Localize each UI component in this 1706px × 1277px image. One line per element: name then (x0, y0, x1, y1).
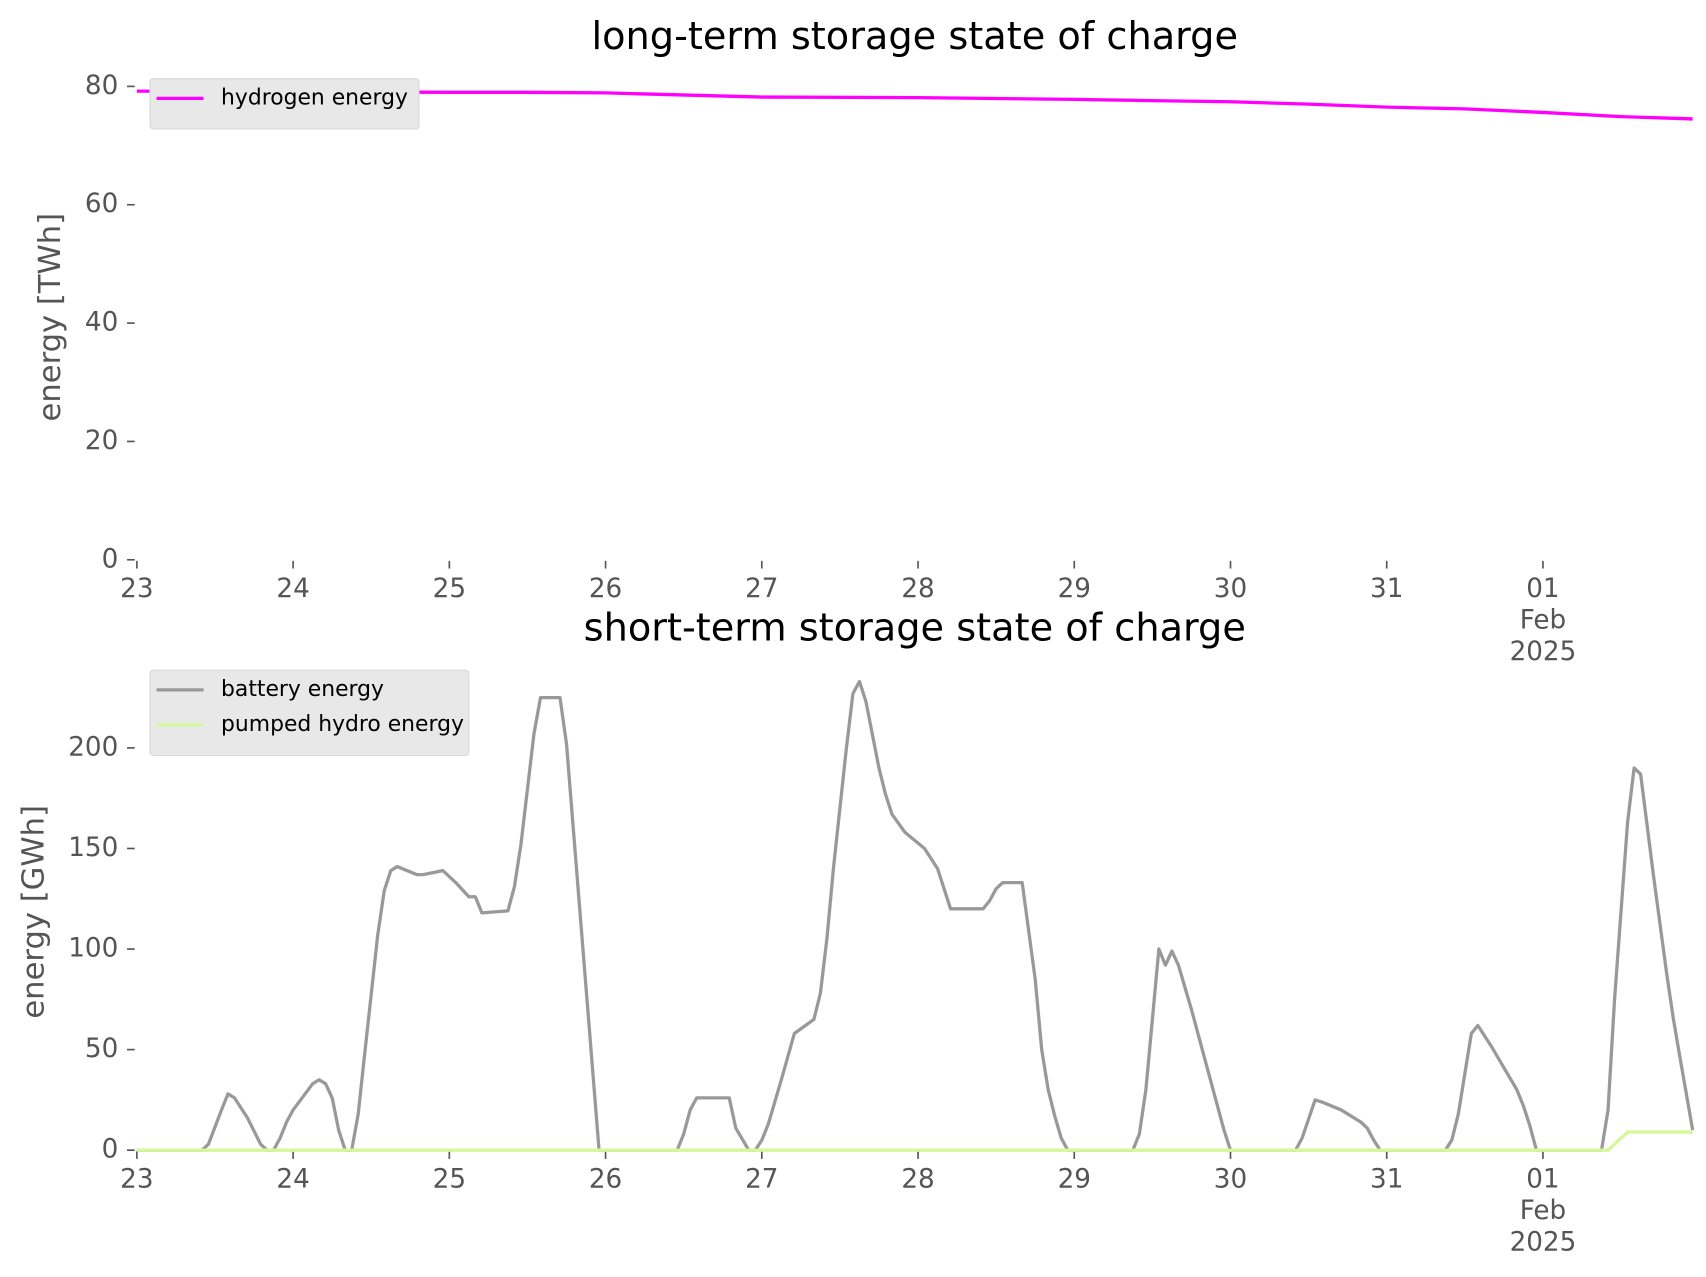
y-tick-label: 100 (68, 934, 118, 964)
y-tick-label: 200 (68, 732, 118, 762)
x-tick-label: 31 (1370, 1164, 1403, 1194)
chart-title: long-term storage state of charge (592, 14, 1238, 59)
legend-box (149, 78, 420, 130)
x-tick-label: 23 (120, 1164, 153, 1194)
x-tick-label: 01 Feb 2025 (1510, 1164, 1577, 1257)
x-tick-label: 26 (589, 574, 622, 604)
y-tick-label: 150 (68, 833, 118, 863)
x-tick-label: 27 (745, 574, 778, 604)
x-tick-label: 30 (1214, 574, 1247, 604)
x-tick-label: 24 (276, 574, 309, 604)
legend-label: hydrogen energy (221, 85, 408, 110)
x-tick-label: 31 (1370, 574, 1403, 604)
x-tick-label: 30 (1214, 1164, 1247, 1194)
legend-label: pumped hydro energy (221, 712, 464, 737)
x-tick-label: 26 (589, 1164, 622, 1194)
x-tick-label: 29 (1058, 574, 1091, 604)
data-line (136, 89, 1693, 121)
y-tick-label: 50 (85, 1034, 118, 1064)
data-line (136, 1130, 1693, 1152)
x-tick-label: 28 (901, 1164, 934, 1194)
y-axis-label: energy [GWh] (17, 805, 52, 1019)
y-tick-label: 0 (102, 1135, 119, 1165)
x-tick-label: 25 (433, 574, 466, 604)
x-tick-label: 01 Feb 2025 (1510, 574, 1577, 667)
chart-title: short-term storage state of charge (584, 605, 1246, 650)
legend-label: battery energy (221, 677, 384, 702)
x-tick-label: 28 (901, 574, 934, 604)
y-tick-label: 80 (85, 71, 118, 101)
legend-box (149, 669, 470, 757)
x-tick-label: 24 (276, 1164, 309, 1194)
x-tick-label: 27 (745, 1164, 778, 1194)
y-tick-label: 60 (85, 189, 118, 219)
x-tick-label: 25 (433, 1164, 466, 1194)
x-tick-label: 23 (120, 574, 153, 604)
y-tick-label: 20 (85, 426, 118, 456)
y-tick-label: 0 (102, 544, 119, 574)
y-tick-label: 40 (85, 308, 118, 338)
y-axis-label: energy [TWh] (33, 213, 68, 422)
x-tick-label: 29 (1058, 1164, 1091, 1194)
